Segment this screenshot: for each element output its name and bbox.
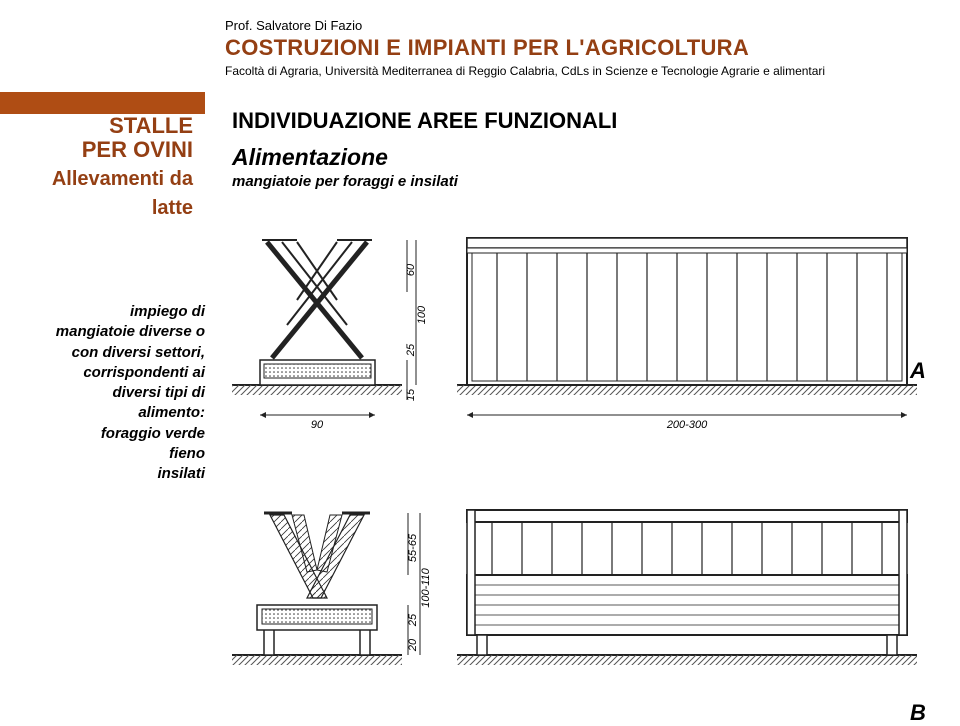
alleva-line2: latte [0, 197, 205, 220]
technical-drawings: 60 100 25 15 90 [232, 230, 942, 700]
svg-text:25: 25 [407, 613, 419, 627]
side-note: impiego di mangiatoie diverse o con dive… [20, 302, 205, 484]
stalle-line2: PER OVINI [0, 138, 205, 162]
note-l7: foraggio verde [20, 424, 205, 444]
header: Prof. Salvatore Di Fazio COSTRUZIONI E I… [225, 18, 825, 78]
stalle-line1: STALLE [0, 114, 205, 138]
svg-text:55-65: 55-65 [407, 533, 419, 562]
svg-text:90: 90 [311, 419, 324, 431]
course-title: COSTRUZIONI E IMPIANTI PER L'AGRICOLTURA [225, 35, 825, 61]
top-right-elevation: 200-300 [457, 238, 917, 431]
top-left-section: 60 100 25 15 90 [232, 240, 428, 431]
note-l2: mangiatoie diverse o [20, 322, 205, 342]
alim-title: Alimentazione [232, 144, 617, 171]
svg-text:15: 15 [405, 388, 417, 401]
faculty-line: Facoltà di Agraria, Università Mediterra… [225, 64, 825, 78]
prof-name: Prof. Salvatore Di Fazio [225, 18, 825, 33]
svg-text:200-300: 200-300 [666, 419, 708, 431]
note-l9: insilati [20, 464, 205, 484]
section-title: INDIVIDUAZIONE AREE FUNZIONALI [232, 108, 617, 134]
left-column: STALLE PER OVINI Allevamenti da latte [0, 92, 205, 220]
main-column: INDIVIDUAZIONE AREE FUNZIONALI Alimentaz… [232, 108, 617, 190]
diagrams-area: 60 100 25 15 90 [232, 230, 942, 700]
svg-text:100-110: 100-110 [420, 567, 432, 607]
note-l4: corrispondenti ai [20, 363, 205, 383]
alleva-line1: Allevamenti da [0, 168, 205, 191]
svg-text:100: 100 [416, 305, 428, 324]
note-l3: con diversi settori, [20, 343, 205, 363]
bottom-right-elevation [457, 510, 917, 665]
label-b: B [910, 700, 926, 726]
note-l5: diversi tipi di [20, 383, 205, 403]
bottom-left-section: 55-65 100-110 25 20 [232, 513, 432, 665]
note-l8: fieno [20, 444, 205, 464]
alim-sub: mangiatoie per foraggi e insilati [232, 173, 617, 190]
svg-text:60: 60 [405, 263, 417, 276]
accent-bar [0, 92, 205, 114]
note-l6: alimento: [20, 403, 205, 423]
svg-text:25: 25 [405, 343, 417, 357]
note-l1: impiego di [20, 302, 205, 322]
svg-text:20: 20 [407, 638, 419, 652]
